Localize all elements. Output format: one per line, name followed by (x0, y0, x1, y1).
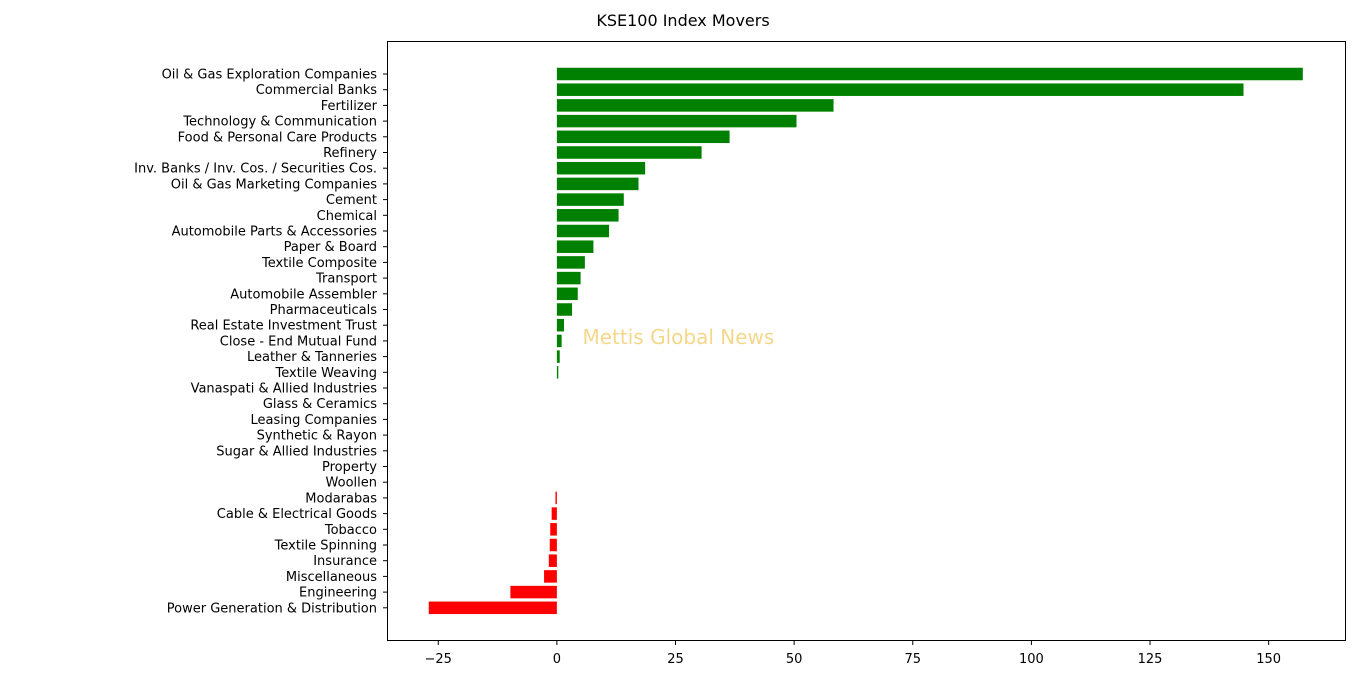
y-tick-label: Miscellaneous (286, 570, 377, 585)
y-tick-label: Automobile Assembler (230, 287, 377, 302)
x-tick-label: 150 (1256, 652, 1281, 667)
y-tick-label: Glass & Ceramics (263, 397, 377, 412)
y-tick-label: Chemical (317, 209, 377, 224)
y-axis: Oil & Gas Exploration CompaniesCommercia… (134, 68, 387, 616)
bar-paper-board (556, 240, 594, 253)
y-tick-label: Leasing Companies (250, 413, 377, 428)
x-tick-label: 50 (786, 652, 803, 667)
bar-refinery (556, 146, 702, 159)
y-tick-label: Leather & Tanneries (247, 350, 377, 365)
y-tick-label: Sugar & Allied Industries (216, 444, 377, 459)
watermark: Mettis Global News (583, 325, 775, 349)
bar-insurance (548, 554, 557, 567)
bar-cable-electrical-goods (551, 507, 557, 520)
bar-textile-weaving (556, 366, 559, 379)
y-tick-label: Power Generation & Distribution (167, 601, 377, 616)
y-tick-label: Pharmaceuticals (270, 303, 378, 318)
y-tick-label: Refinery (323, 146, 377, 161)
bar-real-estate-investment-trust (556, 318, 564, 332)
bar-modarabas (555, 491, 557, 505)
y-tick-label: Fertilizer (321, 99, 378, 114)
bar-cement (556, 193, 624, 206)
x-tick-label: −25 (425, 652, 452, 667)
y-tick-label: Real Estate Investment Trust (190, 319, 377, 334)
x-tick-label: 100 (1019, 652, 1044, 667)
y-tick-label: Textile Composite (261, 256, 377, 271)
y-tick-label: Textile Spinning (274, 539, 377, 554)
y-tick-label: Textile Weaving (275, 366, 378, 381)
bar-transport (556, 271, 581, 285)
bar-miscellaneous (544, 570, 557, 583)
bar-close-end-mutual-fund (556, 334, 562, 348)
y-tick-label: Tobacco (324, 523, 377, 538)
y-tick-label: Cable & Electrical Goods (217, 507, 377, 522)
y-tick-label: Modarabas (305, 491, 377, 506)
bar-fertilizer (556, 99, 834, 112)
bar-chemical (556, 209, 619, 222)
plot-frame (387, 41, 1346, 641)
y-tick-label: Woollen (326, 476, 377, 491)
x-tick-label: 125 (1138, 652, 1163, 667)
bar-oil-gas-exploration-companies (556, 67, 1303, 81)
bar-automobile-parts-accessories (556, 224, 610, 238)
y-tick-label: Paper & Board (284, 240, 377, 255)
bar-engineering (510, 585, 557, 599)
bar-leather-tanneries (556, 350, 560, 363)
y-tick-label: Cement (326, 193, 377, 208)
y-tick-label: Food & Personal Care Products (178, 130, 378, 145)
bar-food-personal-care-products (556, 130, 730, 144)
y-tick-label: Automobile Parts & Accessories (172, 225, 378, 240)
y-tick-label: Commercial Banks (256, 83, 378, 98)
bar-oil-gas-marketing-companies (556, 177, 639, 191)
y-tick-label: Property (322, 460, 377, 475)
y-tick-label: Engineering (299, 586, 377, 601)
bar-inv-banks-inv-cos-securities-cos (556, 161, 646, 175)
y-tick-label: Inv. Banks / Inv. Cos. / Securities Cos. (134, 162, 377, 177)
bar-commercial-banks (556, 83, 1244, 96)
bar-technology-communication (556, 114, 797, 128)
y-tick-label: Transport (315, 272, 377, 287)
bar-tobacco (550, 523, 557, 536)
x-tick-label: 25 (667, 652, 684, 667)
y-tick-label: Oil & Gas Exploration Companies (162, 68, 378, 83)
y-tick-label: Close - End Mutual Fund (220, 334, 377, 349)
bar-pharmaceuticals (556, 303, 573, 316)
y-tick-label: Synthetic & Rayon (257, 429, 377, 444)
y-tick-label: Technology & Communication (182, 115, 377, 130)
y-tick-label: Vanaspati & Allied Industries (191, 382, 378, 397)
bar-power-generation-distribution (428, 601, 557, 615)
x-tick-label: 75 (904, 652, 921, 667)
y-tick-label: Oil & Gas Marketing Companies (171, 177, 377, 192)
bar-automobile-assembler (556, 287, 578, 301)
bar-textile-spinning (549, 538, 557, 552)
x-tick-label: 0 (553, 652, 561, 667)
x-axis: −25 0 25 50 75 100 125 150 (425, 641, 1281, 667)
y-tick-label: Insurance (313, 554, 377, 569)
chart-title: KSE100 Index Movers (596, 11, 770, 30)
bar-textile-composite (556, 256, 585, 269)
bars-layer (428, 67, 1303, 615)
